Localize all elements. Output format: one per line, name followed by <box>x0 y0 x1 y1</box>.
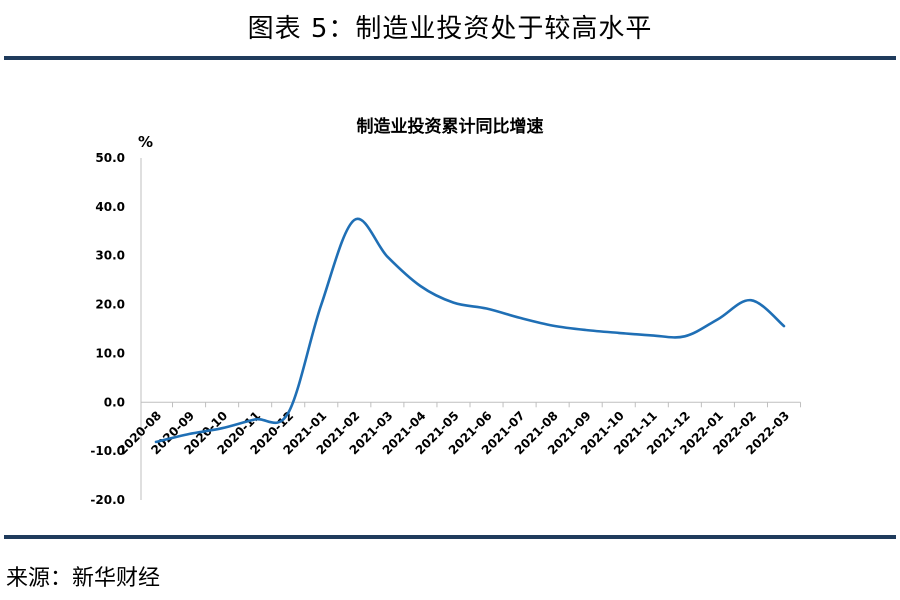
figure-title: 图表 5：制造业投资处于较高水平 <box>247 14 653 44</box>
y-tick-label: 30.0 <box>95 249 125 263</box>
series-line <box>154 217 786 444</box>
top-rule <box>4 56 896 60</box>
y-tick-label: -10.0 <box>90 444 125 458</box>
source-note: 来源：新华财经 <box>6 566 161 591</box>
chart-title: 制造业投资累计同比增速 <box>357 116 544 137</box>
y-tick-label: -20.0 <box>90 493 125 507</box>
y-tick-label: 20.0 <box>95 298 125 312</box>
y-tick-label: 0.0 <box>104 395 125 409</box>
y-axis: 50.0 40.0 30.0 20.0 10.0 0.0 -10.0 -20.0 <box>90 151 142 507</box>
y-tick-label: 10.0 <box>95 346 125 360</box>
bottom-rule <box>4 535 896 539</box>
y-tick-label: 40.0 <box>95 200 125 214</box>
y-tick-label: 50.0 <box>95 151 125 165</box>
series-group <box>154 217 786 444</box>
line-chart: 制造业投资累计同比增速 % 50.0 40.0 30.0 20.0 10.0 0.0 -10… <box>90 116 802 507</box>
y-axis-unit: % <box>138 133 153 151</box>
